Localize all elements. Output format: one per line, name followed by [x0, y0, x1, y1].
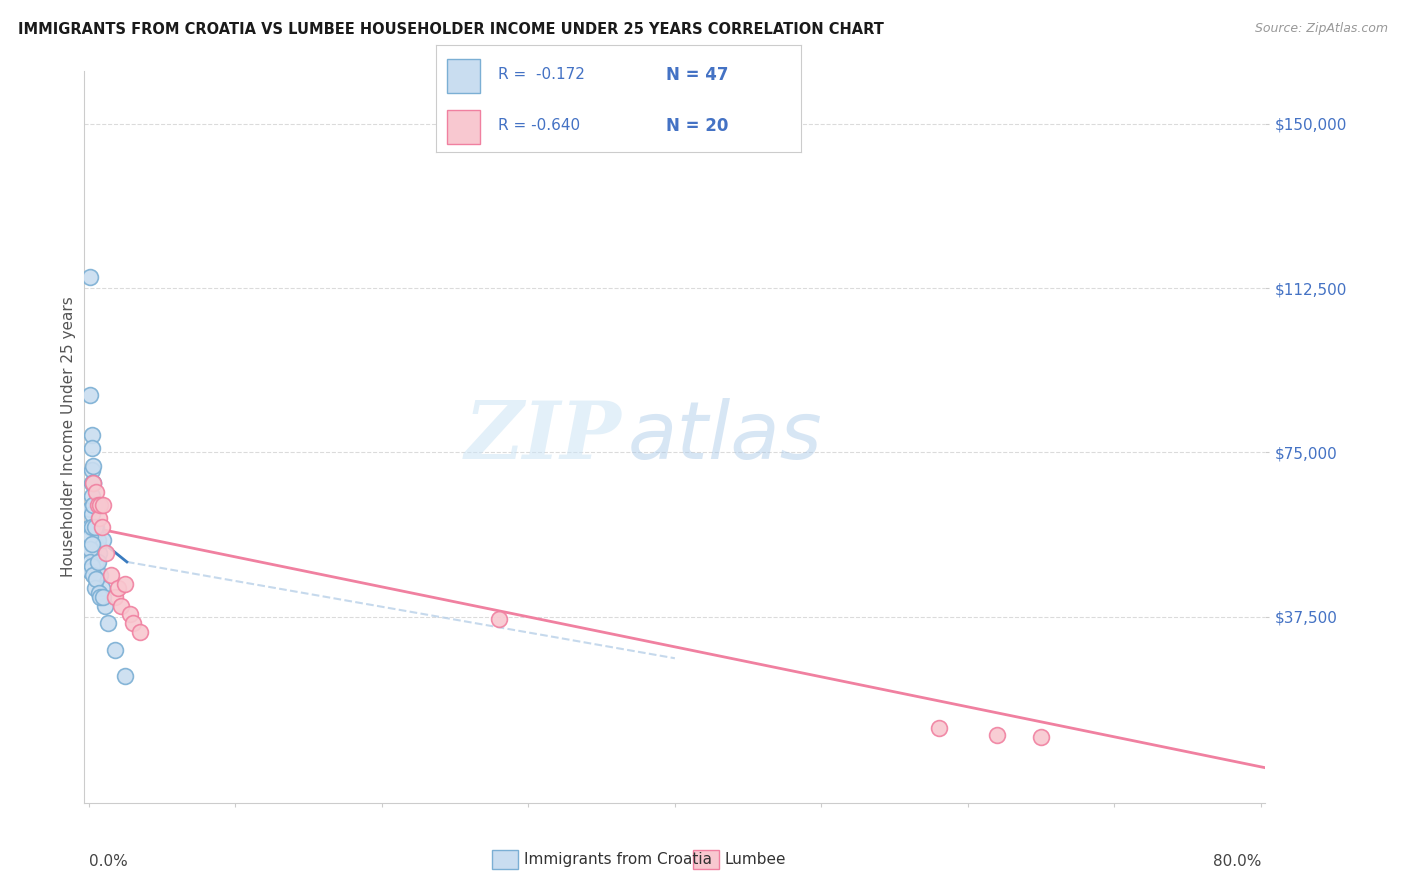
- Point: [87, 511, 110, 525]
- Point: [80, 476, 103, 491]
- Point: [97, 616, 120, 631]
- Point: [89, 498, 111, 512]
- Point: [86, 498, 108, 512]
- Point: [114, 669, 136, 683]
- Text: ZIP: ZIP: [465, 399, 621, 475]
- Point: [82, 498, 104, 512]
- Text: Source: ZipAtlas.com: Source: ZipAtlas.com: [1254, 22, 1388, 36]
- Text: N = 47: N = 47: [666, 66, 728, 84]
- Point: [83, 524, 105, 539]
- Point: [82, 568, 104, 582]
- Point: [79, 388, 101, 402]
- Point: [129, 625, 152, 640]
- Point: [107, 581, 129, 595]
- Bar: [492, 850, 517, 869]
- Point: [83, 498, 105, 512]
- Point: [80, 559, 103, 574]
- Point: [87, 546, 110, 560]
- Point: [87, 585, 110, 599]
- Text: Immigrants from Croatia: Immigrants from Croatia: [523, 853, 711, 867]
- Point: [79, 270, 101, 285]
- Point: [80, 428, 103, 442]
- Point: [84, 520, 107, 534]
- Point: [94, 599, 117, 613]
- Point: [114, 576, 136, 591]
- Point: [80, 520, 103, 534]
- Point: [118, 607, 141, 622]
- Point: [83, 555, 105, 569]
- Point: [82, 498, 104, 512]
- Point: [89, 590, 111, 604]
- Point: [104, 590, 127, 604]
- Point: [84, 484, 107, 499]
- Point: [91, 581, 114, 595]
- Point: [82, 476, 104, 491]
- Point: [93, 590, 115, 604]
- Text: R = -0.640: R = -0.640: [498, 119, 581, 134]
- Point: [79, 520, 101, 534]
- Text: N = 20: N = 20: [666, 117, 728, 135]
- Point: [84, 555, 107, 569]
- Point: [91, 520, 114, 534]
- Point: [986, 728, 1008, 742]
- Point: [79, 555, 101, 569]
- Text: R =  -0.172: R = -0.172: [498, 67, 585, 82]
- Point: [82, 520, 104, 534]
- Point: [89, 568, 111, 582]
- Point: [79, 528, 101, 542]
- Point: [83, 581, 105, 595]
- Point: [79, 541, 101, 556]
- Point: [80, 489, 103, 503]
- Point: [93, 533, 115, 547]
- Point: [79, 502, 101, 516]
- Text: Lumbee: Lumbee: [724, 853, 786, 867]
- Point: [86, 568, 108, 582]
- Point: [928, 722, 950, 736]
- FancyBboxPatch shape: [447, 59, 479, 93]
- Point: [82, 458, 104, 473]
- Point: [80, 507, 103, 521]
- Point: [80, 463, 103, 477]
- Point: [86, 533, 108, 547]
- Bar: [693, 850, 718, 869]
- Point: [93, 498, 115, 512]
- Point: [104, 642, 127, 657]
- Point: [488, 612, 510, 626]
- Y-axis label: Householder Income Under 25 years: Householder Income Under 25 years: [60, 297, 76, 577]
- Text: 0.0%: 0.0%: [89, 854, 128, 869]
- Text: IMMIGRANTS FROM CROATIA VS LUMBEE HOUSEHOLDER INCOME UNDER 25 YEARS CORRELATION : IMMIGRANTS FROM CROATIA VS LUMBEE HOUSEH…: [18, 22, 884, 37]
- Point: [79, 564, 101, 578]
- FancyBboxPatch shape: [447, 110, 479, 145]
- Point: [82, 546, 104, 560]
- Point: [80, 537, 103, 551]
- Point: [80, 441, 103, 455]
- Point: [1031, 730, 1053, 744]
- Point: [86, 555, 108, 569]
- Point: [121, 616, 143, 631]
- Point: [110, 599, 132, 613]
- Point: [83, 520, 105, 534]
- Point: [96, 546, 118, 560]
- Point: [84, 573, 107, 587]
- Point: [82, 476, 104, 491]
- Point: [100, 568, 122, 582]
- Text: atlas: atlas: [627, 398, 823, 476]
- Point: [82, 476, 104, 491]
- Text: 80.0%: 80.0%: [1212, 854, 1261, 869]
